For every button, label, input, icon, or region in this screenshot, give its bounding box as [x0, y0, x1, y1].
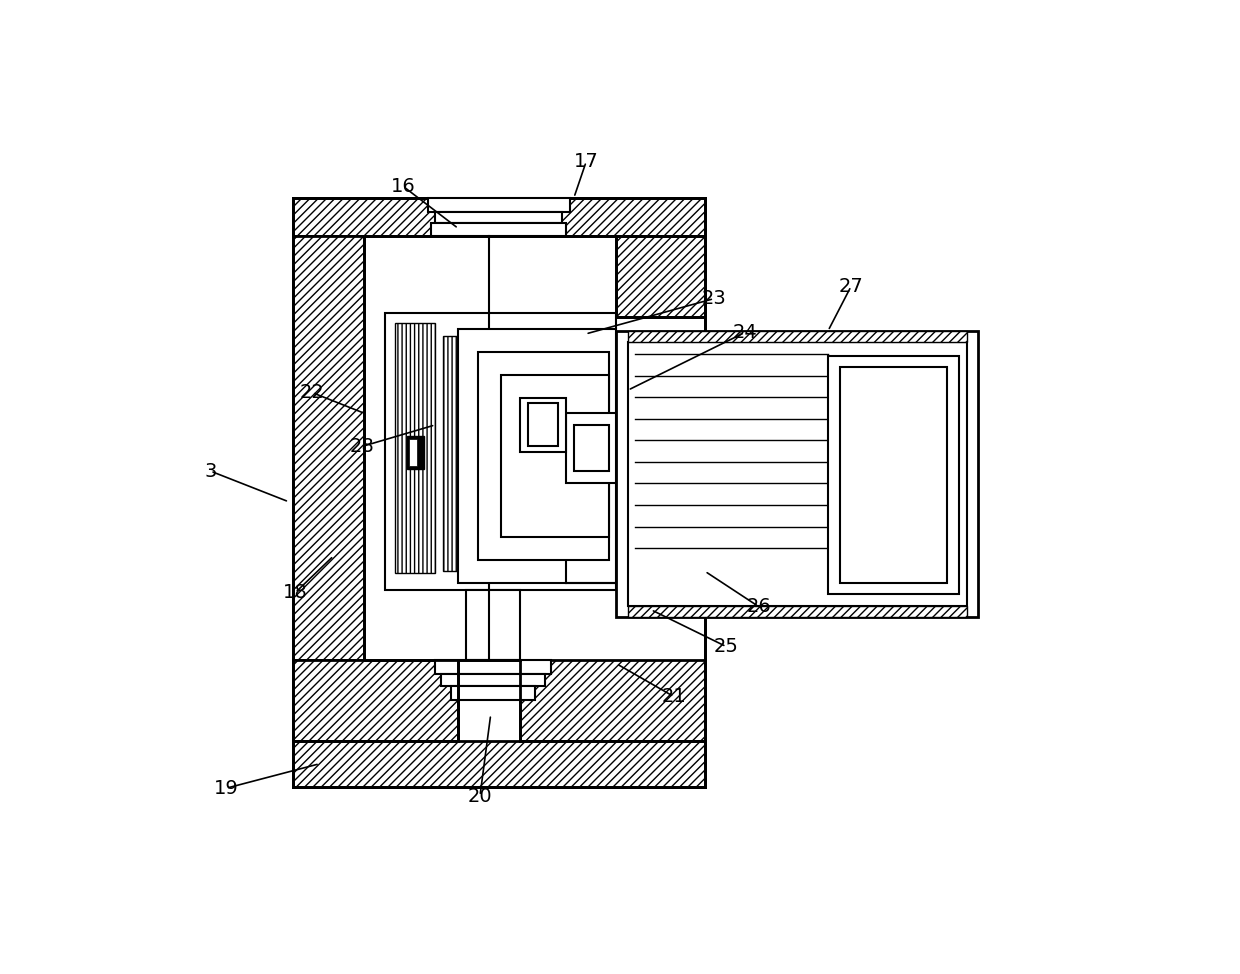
- Bar: [501, 375, 609, 537]
- Bar: [616, 237, 704, 318]
- Bar: [477, 352, 609, 560]
- Bar: [293, 740, 704, 787]
- Bar: [627, 606, 967, 618]
- Bar: [293, 198, 704, 787]
- Bar: [396, 323, 435, 574]
- Text: 24: 24: [733, 323, 758, 342]
- Bar: [409, 438, 417, 467]
- Bar: [365, 237, 616, 659]
- Bar: [459, 328, 616, 582]
- Bar: [293, 198, 704, 237]
- Bar: [627, 331, 967, 343]
- Text: 27: 27: [838, 277, 863, 296]
- Bar: [828, 356, 959, 594]
- Text: 18: 18: [283, 583, 308, 602]
- Bar: [528, 403, 558, 446]
- Bar: [407, 436, 424, 468]
- Bar: [450, 686, 536, 699]
- Bar: [428, 198, 570, 211]
- Bar: [616, 331, 978, 618]
- Text: 19: 19: [213, 779, 238, 798]
- Text: 21: 21: [662, 688, 687, 706]
- Text: 20: 20: [467, 787, 492, 805]
- Bar: [441, 674, 544, 686]
- Bar: [293, 659, 459, 740]
- Text: 23: 23: [702, 289, 727, 308]
- Bar: [627, 343, 967, 606]
- Bar: [435, 659, 551, 674]
- Bar: [293, 237, 365, 659]
- Text: 26: 26: [746, 597, 771, 617]
- Text: 25: 25: [714, 637, 739, 656]
- Bar: [574, 425, 609, 471]
- Bar: [435, 211, 563, 223]
- Bar: [520, 398, 567, 452]
- Bar: [386, 314, 616, 590]
- Bar: [520, 659, 704, 740]
- Bar: [839, 367, 947, 582]
- Text: 28: 28: [350, 437, 374, 456]
- Bar: [567, 413, 616, 483]
- Bar: [432, 223, 567, 237]
- Text: 3: 3: [205, 462, 217, 480]
- Bar: [443, 336, 480, 571]
- Text: 22: 22: [300, 383, 325, 402]
- Text: 16: 16: [391, 176, 415, 196]
- Text: 17: 17: [574, 152, 599, 171]
- Bar: [466, 590, 520, 659]
